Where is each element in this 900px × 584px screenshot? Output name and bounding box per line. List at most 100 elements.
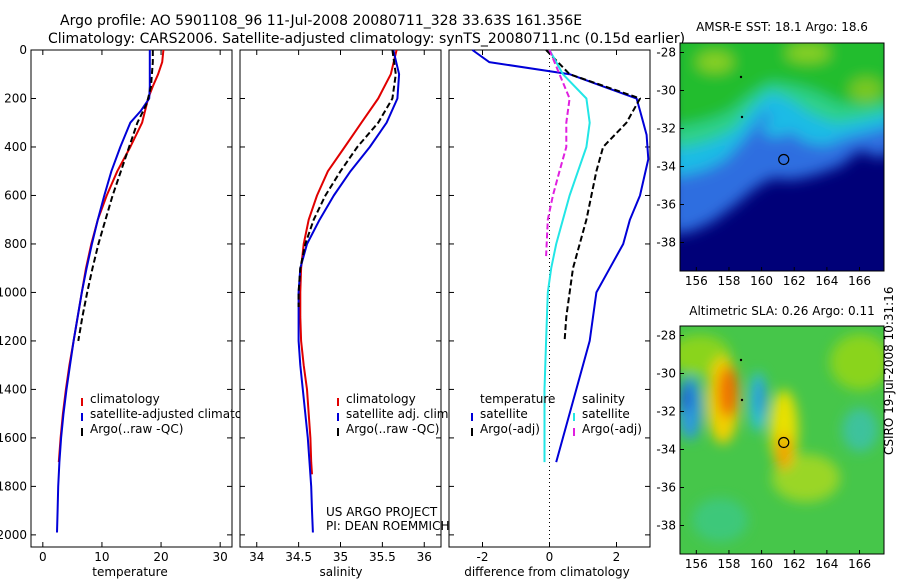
x-tick-label: 10 [94, 550, 109, 564]
y-tick-label: 400 [4, 140, 27, 154]
sst-warm-spot-west [697, 52, 733, 72]
salinity-axes: 34 34.5 35 35.5 36 [240, 49, 441, 564]
map-x-tick-label: 160 [750, 274, 773, 288]
x-tick-label: 35.5 [369, 550, 396, 564]
sla-patch [692, 498, 748, 542]
sst-argo-location-marker [778, 153, 790, 166]
sst-cyan-tongue [762, 119, 790, 137]
y-tick-label: 1800 [0, 479, 27, 493]
x-tick-label: 34 [249, 550, 264, 564]
salinity-legend: climatology satellite adj. clim. Argo(..… [337, 392, 452, 436]
y-tick-label: 1000 [0, 285, 27, 299]
y-tick-label: 2000 [0, 528, 27, 542]
map-y-tick-label: -38 [656, 236, 676, 250]
sla-low-core [680, 384, 692, 412]
map-x-tick-label: 164 [815, 274, 838, 288]
series-line-black [545, 49, 641, 341]
sla-track-dot [739, 358, 743, 362]
map-y-tick-label: -28 [656, 329, 676, 343]
series-line-black [297, 49, 397, 307]
y-tick-label: 1600 [0, 431, 27, 445]
map-x-tick-label: 164 [815, 557, 838, 571]
sst-warm-spot-north [786, 44, 830, 62]
figure-title-line1: Argo profile: AO 5901108_96 11-Jul-2008 … [60, 13, 582, 29]
sla-map-axes: 156 158 160 162 164 166 -28 -30 -32 -34 -36 -38 [656, 329, 871, 572]
legend-label-sal-satellite: satellite [582, 407, 630, 421]
difference-panel: -2 0 2 difference from climatology tempera… [448, 49, 651, 579]
credit-line1: US ARGO PROJECT [326, 505, 438, 519]
map-y-tick-label: -30 [656, 84, 676, 98]
temperature-xlabel: temperature [92, 565, 167, 579]
sst-map-panel: AMSR-E SST: 18.1 Argo: 18.6 156 158 160 162… [656, 20, 885, 289]
map-y-tick-label: -38 [656, 519, 676, 533]
map-y-tick-label: -30 [656, 367, 676, 381]
sla-high-core [776, 434, 792, 470]
legend-label-satellite-adjusted: satellite-adjusted climatology [90, 407, 268, 421]
x-tick-label: 0 [546, 550, 554, 564]
x-tick-label: 30 [213, 550, 228, 564]
series-line-magenta [545, 49, 571, 257]
x-tick-label: 0 [39, 550, 47, 564]
sla-low-trough [842, 408, 878, 452]
series-line-blue [297, 49, 401, 533]
temperature-plot-frame [30, 49, 233, 548]
temperature-legend: climatology satellite-adjusted climatolo… [81, 392, 268, 436]
map-y-tick-label: -32 [656, 122, 676, 136]
map-y-tick-label: -34 [656, 160, 676, 174]
map-x-tick-label: 162 [783, 274, 806, 288]
x-tick-label: 2 [613, 550, 621, 564]
salinity-plot-frame [239, 49, 442, 548]
series-line-black [77, 50, 154, 342]
map-x-tick-label: 158 [718, 274, 741, 288]
map-x-tick-label: 166 [848, 274, 871, 288]
map-x-tick-label: 156 [685, 557, 708, 571]
map-y-tick-label: -34 [656, 443, 676, 457]
sla-map-frame [679, 325, 885, 555]
credit-line2: PI: DEAN ROEMMICH [326, 519, 449, 533]
legend-label-sal-argo: Argo(-adj) [582, 422, 642, 436]
legend-label-argo: Argo(..raw -QC) [90, 422, 183, 436]
y-tick-label: 1200 [0, 334, 27, 348]
legend-label-temp-satellite: satellite [480, 407, 528, 421]
difference-xlabel: difference from climatology [464, 565, 630, 579]
map-y-tick-label: -36 [656, 198, 676, 212]
x-tick-label: 20 [153, 550, 168, 564]
legend-label-temp-argo: Argo(-adj) [480, 422, 540, 436]
y-tick-label: 0 [19, 43, 27, 57]
sst-track-dot [739, 75, 743, 79]
map-x-tick-label: 160 [750, 557, 773, 571]
sst-track-dot [740, 115, 744, 119]
y-tick-label: 600 [4, 188, 27, 202]
legend-label-climatology: climatology [90, 392, 160, 406]
temperature-axes: 0 10 20 30 0 200 400 600 800 1000 1200 1400 1600 1800… [0, 43, 232, 564]
map-x-tick-label: 166 [848, 557, 871, 571]
csiro-timestamp: CSIRO 19-Jul-2008 10:31:16 [882, 287, 896, 455]
map-y-tick-label: -36 [656, 481, 676, 495]
y-tick-label: 800 [4, 237, 27, 251]
sla-heatmap [680, 326, 884, 554]
sla-low-core [756, 379, 764, 415]
y-tick-label: 200 [4, 91, 27, 105]
sst-map-axes: 156 158 160 162 164 166 -28 -30 -32 -34 -36 -38 [656, 46, 871, 289]
figure-title-line2: Climatology: CARS2006. Satellite-adjuste… [48, 31, 685, 47]
difference-legend: temperature satellite Argo(-adj) salinit… [471, 392, 642, 436]
legend-label-climatology: climatology [346, 392, 416, 406]
legend-heading-temperature: temperature [480, 392, 555, 406]
map-x-tick-label: 162 [783, 557, 806, 571]
x-tick-label: 35 [333, 550, 348, 564]
sst-warm-spot-east [850, 78, 882, 102]
sst-map-title: AMSR-E SST: 18.1 Argo: 18.6 [696, 20, 868, 34]
sla-map-panel: Altimetric SLA: 0.26 Argo: 0.11 156 158 16… [656, 304, 885, 572]
x-tick-label: -2 [477, 550, 489, 564]
sla-high-core [718, 366, 738, 418]
map-x-tick-label: 156 [685, 274, 708, 288]
map-x-tick-label: 158 [718, 557, 741, 571]
salinity-xlabel: salinity [319, 565, 362, 579]
sla-patch [830, 334, 884, 390]
sst-map-frame [679, 42, 885, 272]
map-y-tick-label: -28 [656, 46, 676, 60]
legend-label-argo: Argo(..raw -QC) [346, 422, 439, 436]
sla-map-title: Altimetric SLA: 0.26 Argo: 0.11 [689, 304, 874, 318]
x-tick-label: 34.5 [285, 550, 312, 564]
y-tick-label: 1400 [0, 382, 27, 396]
